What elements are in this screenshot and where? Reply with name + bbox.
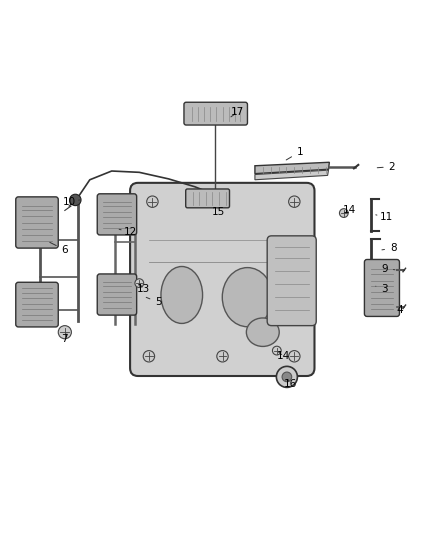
- FancyBboxPatch shape: [267, 236, 316, 326]
- Circle shape: [143, 351, 155, 362]
- Text: 8: 8: [382, 243, 397, 253]
- FancyBboxPatch shape: [97, 194, 137, 235]
- Text: 13: 13: [137, 284, 150, 294]
- Text: 17: 17: [231, 107, 244, 117]
- Circle shape: [272, 346, 281, 355]
- Text: 2: 2: [377, 161, 396, 172]
- FancyBboxPatch shape: [16, 282, 58, 327]
- Ellipse shape: [246, 318, 279, 346]
- FancyBboxPatch shape: [130, 183, 314, 376]
- Text: 14: 14: [343, 205, 356, 215]
- FancyBboxPatch shape: [184, 102, 247, 125]
- Text: 1: 1: [286, 147, 304, 160]
- Text: 11: 11: [376, 213, 393, 222]
- Text: 10: 10: [63, 197, 80, 207]
- FancyBboxPatch shape: [97, 274, 137, 315]
- Polygon shape: [255, 162, 329, 174]
- Text: 14: 14: [277, 351, 290, 361]
- Polygon shape: [255, 170, 328, 180]
- Text: 12: 12: [119, 228, 137, 237]
- Circle shape: [70, 194, 81, 206]
- Text: 16: 16: [283, 379, 297, 389]
- FancyBboxPatch shape: [16, 197, 58, 248]
- Circle shape: [147, 196, 158, 207]
- Text: 4: 4: [396, 302, 403, 316]
- Text: 3: 3: [376, 284, 388, 294]
- Ellipse shape: [161, 266, 202, 324]
- Circle shape: [135, 279, 144, 287]
- Text: 7: 7: [61, 334, 68, 344]
- Circle shape: [58, 326, 71, 339]
- Circle shape: [339, 209, 348, 217]
- Circle shape: [289, 196, 300, 207]
- Circle shape: [282, 372, 292, 382]
- Circle shape: [289, 351, 300, 362]
- FancyBboxPatch shape: [186, 189, 230, 208]
- Text: 6: 6: [50, 243, 68, 255]
- Circle shape: [276, 366, 297, 387]
- Circle shape: [217, 351, 228, 362]
- Text: 15: 15: [212, 207, 225, 217]
- Text: 5: 5: [146, 297, 162, 308]
- FancyBboxPatch shape: [364, 260, 399, 317]
- Ellipse shape: [222, 268, 272, 327]
- Text: 9: 9: [381, 264, 395, 273]
